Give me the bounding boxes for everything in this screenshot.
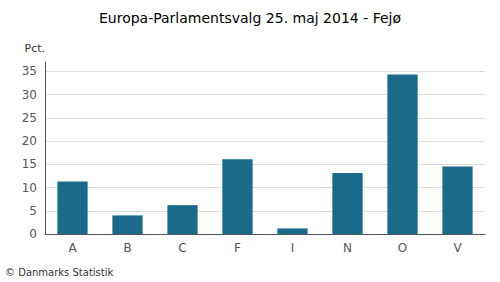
svg-text:10: 10 xyxy=(22,181,37,195)
svg-text:© Danmarks Statistik: © Danmarks Statistik xyxy=(5,267,114,278)
svg-text:I: I xyxy=(291,241,295,255)
svg-text:C: C xyxy=(178,241,186,255)
svg-text:25: 25 xyxy=(22,111,37,125)
svg-text:A: A xyxy=(68,241,77,255)
svg-text:20: 20 xyxy=(22,134,37,148)
svg-text:B: B xyxy=(123,241,131,255)
svg-text:O: O xyxy=(398,241,407,255)
svg-text:0: 0 xyxy=(29,227,37,241)
svg-text:F: F xyxy=(234,241,241,255)
svg-text:Europa-Parlamentsvalg 25. maj: Europa-Parlamentsvalg 25. maj 2014 - Fej… xyxy=(99,10,402,26)
svg-text:N: N xyxy=(343,241,352,255)
svg-text:35: 35 xyxy=(22,64,37,78)
svg-text:Pct.: Pct. xyxy=(25,42,46,55)
svg-text:15: 15 xyxy=(22,157,37,171)
svg-text:30: 30 xyxy=(22,88,37,102)
svg-text:V: V xyxy=(453,241,462,255)
svg-text:5: 5 xyxy=(29,204,37,218)
